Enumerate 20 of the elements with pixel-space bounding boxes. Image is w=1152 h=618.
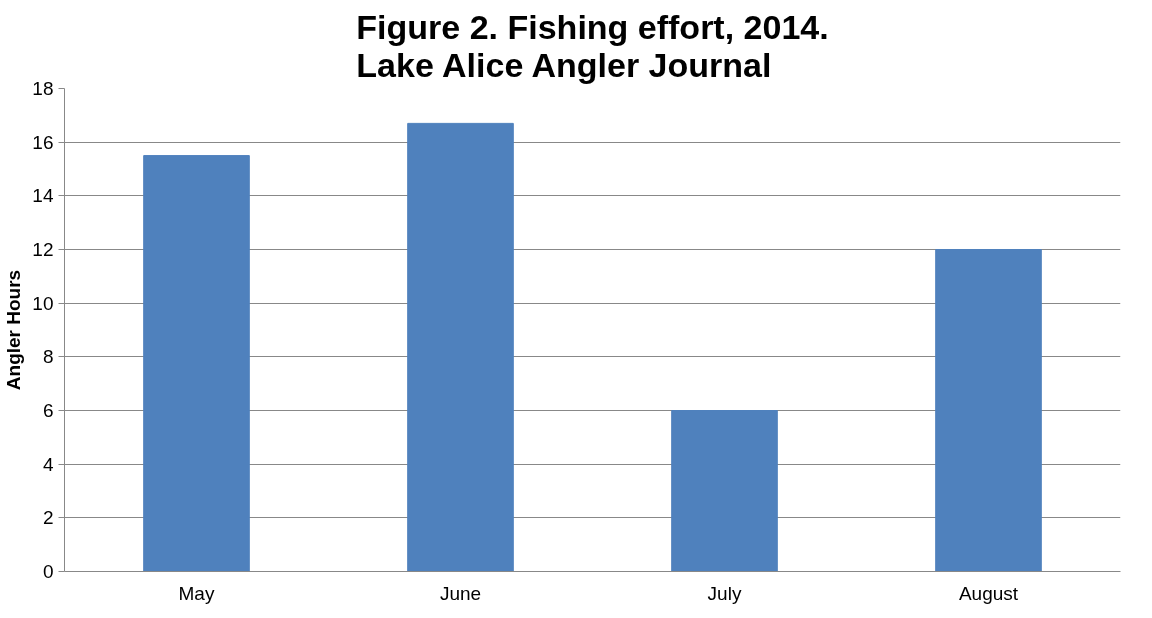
y-tick-label: 2 <box>42 507 54 529</box>
y-tick-label: 6 <box>42 400 54 421</box>
bar <box>935 249 1042 572</box>
x-tick-label: July <box>707 582 742 604</box>
x-tick-label: May <box>178 582 215 604</box>
y-tick-label: 14 <box>32 185 54 207</box>
y-tick-label: 10 <box>32 292 54 314</box>
y-tick-label: 8 <box>42 346 54 368</box>
chart-title: Figure 2. Fishing effort, 2014. Lake Alice Angler Journal <box>356 7 829 84</box>
y-axis-title: Angler Hours <box>3 269 25 391</box>
bar <box>671 410 778 572</box>
y-tick-label: 12 <box>32 239 54 260</box>
x-tick-label: August <box>958 582 1019 604</box>
y-tick-label: 0 <box>42 561 54 582</box>
bar <box>143 155 250 572</box>
bar <box>407 122 514 572</box>
y-tick-label: 4 <box>42 453 54 475</box>
y-tick-label: 16 <box>32 131 54 153</box>
y-tick-label: 18 <box>32 78 54 99</box>
x-tick-label: June <box>439 582 482 604</box>
